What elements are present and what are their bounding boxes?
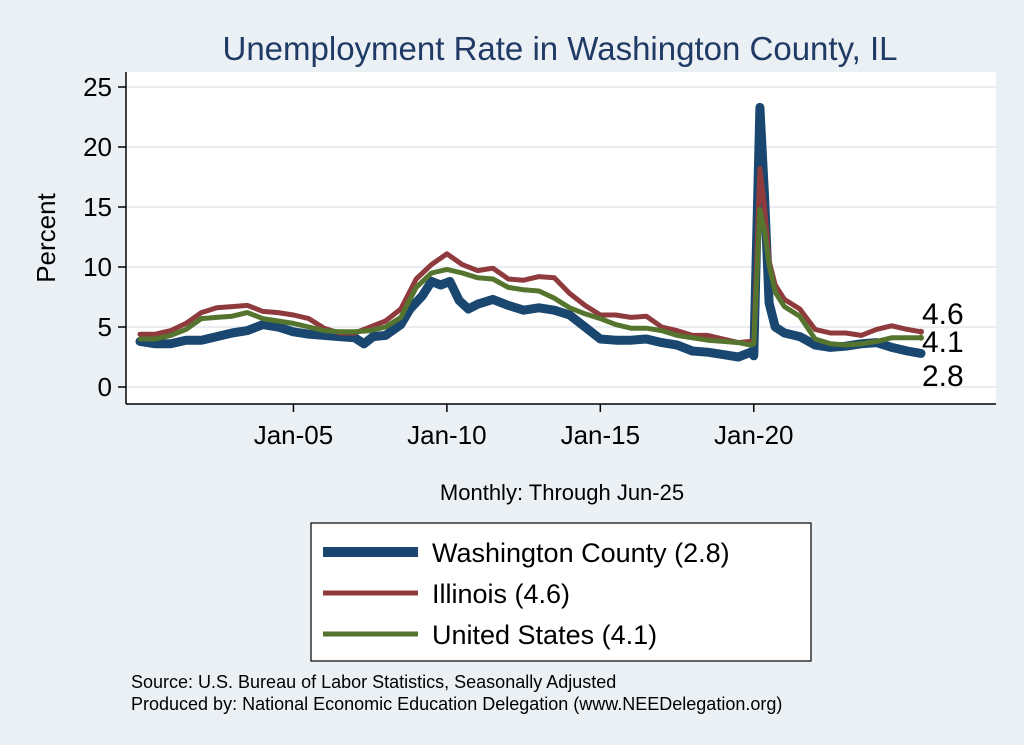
series-line-2 bbox=[137, 166, 924, 346]
legend: Washington County (2.8) Illinois (4.6) Uni… bbox=[323, 538, 730, 650]
end-marker bbox=[918, 328, 924, 335]
legend-entry: United States (4.1) bbox=[432, 620, 657, 650]
chart-title: Unemployment Rate in Washington County, … bbox=[222, 30, 897, 67]
end-label: 4.6 bbox=[922, 298, 964, 331]
produced-by-note: Produced by: National Economic Education… bbox=[131, 694, 782, 714]
end-marker bbox=[918, 334, 924, 341]
x-tick-label: Jan-05 bbox=[254, 420, 334, 450]
x-axis-label: Monthly: Through Jun-25 bbox=[440, 480, 684, 505]
series-line-3 bbox=[137, 206, 924, 348]
y-tick-label: 10 bbox=[83, 252, 112, 282]
legend-entry: Illinois (4.6) bbox=[432, 579, 570, 609]
end-label: 2.8 bbox=[922, 360, 964, 393]
plot-area bbox=[126, 72, 996, 404]
legend-entry: Washington County (2.8) bbox=[432, 538, 730, 568]
x-ticks: Jan-05 Jan-10 Jan-15 Jan-20 bbox=[254, 404, 794, 450]
y-axis-label: Percent bbox=[31, 192, 61, 282]
y-tick-label: 15 bbox=[83, 192, 112, 222]
y-tick-label: 25 bbox=[83, 72, 112, 102]
x-tick-label: Jan-10 bbox=[407, 420, 487, 450]
y-tick-label: 5 bbox=[98, 312, 112, 342]
source-note: Source: U.S. Bureau of Labor Statistics,… bbox=[131, 672, 616, 692]
series-line-1 bbox=[135, 102, 926, 362]
y-tick-label: 0 bbox=[98, 372, 112, 402]
y-tick-label: 20 bbox=[83, 132, 112, 162]
x-tick-label: Jan-20 bbox=[714, 420, 794, 450]
x-tick-label: Jan-15 bbox=[561, 420, 641, 450]
end-labels: 2.8 4.64.1 bbox=[918, 298, 964, 393]
y-ticks: 0 5 10 15 20 25 bbox=[83, 72, 126, 402]
end-marker bbox=[918, 350, 924, 357]
end-label: 4.1 bbox=[922, 326, 964, 359]
series-lines bbox=[135, 102, 926, 362]
